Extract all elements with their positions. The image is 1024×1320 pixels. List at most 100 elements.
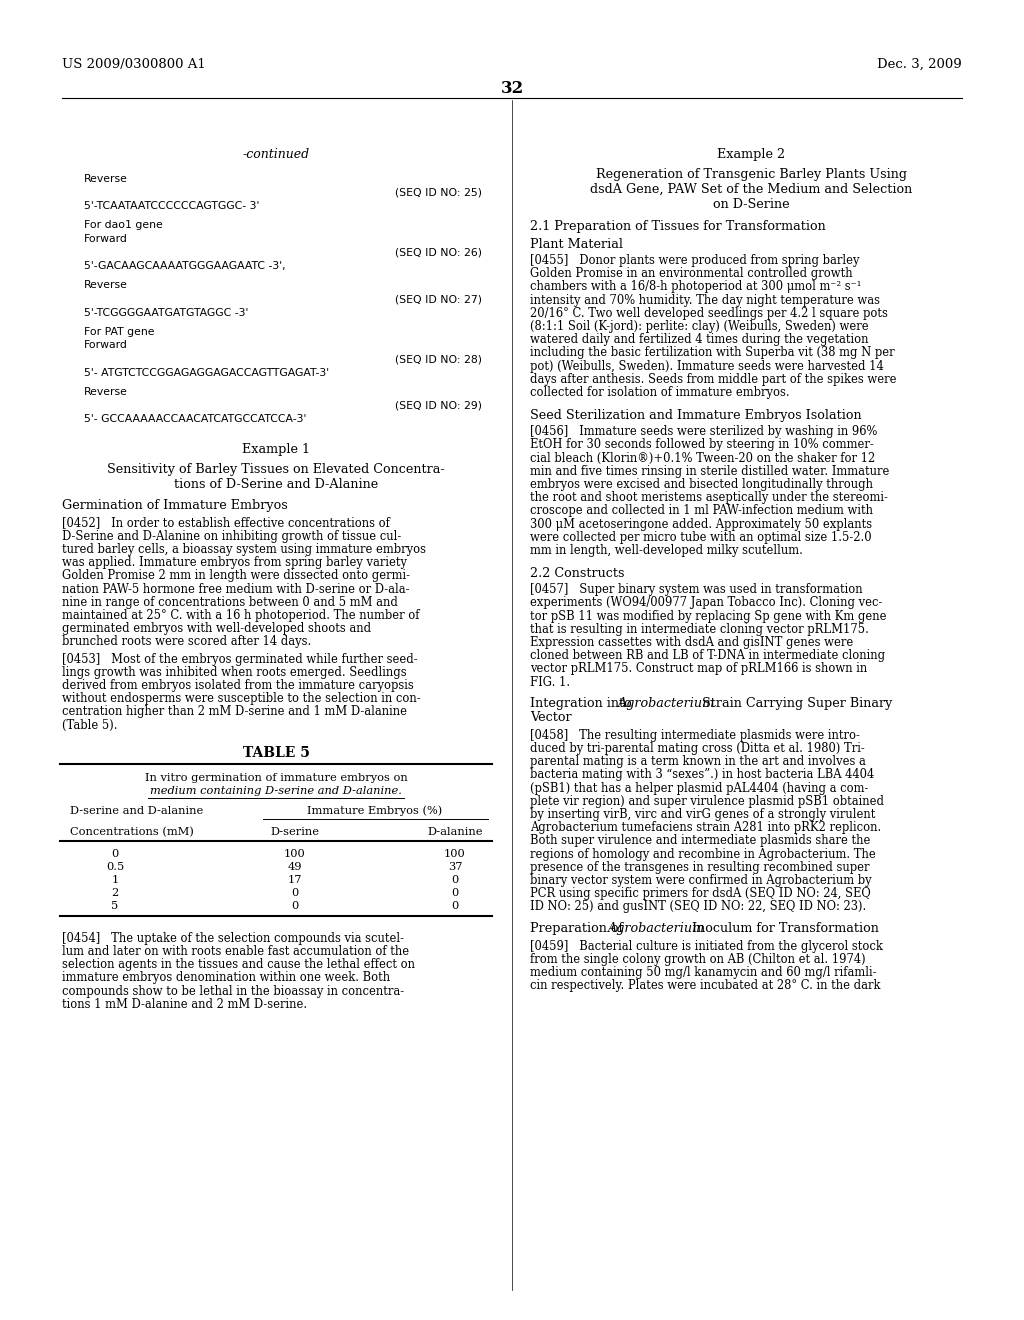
- Text: Agrobacterium: Agrobacterium: [608, 921, 706, 935]
- Text: 0: 0: [292, 900, 299, 911]
- Text: regions of homology and recombine in Agrobacterium. The: regions of homology and recombine in Agr…: [530, 847, 876, 861]
- Text: lings growth was inhibited when roots emerged. Seedlings: lings growth was inhibited when roots em…: [62, 665, 407, 678]
- Text: cloned between RB and LB of T-DNA in intermediate cloning: cloned between RB and LB of T-DNA in int…: [530, 649, 885, 663]
- Text: chambers with a 16/8-h photoperiod at 300 μmol m⁻² s⁻¹: chambers with a 16/8-h photoperiod at 30…: [530, 280, 861, 293]
- Text: experiments (WO94/00977 Japan Tobacco Inc). Cloning vec-: experiments (WO94/00977 Japan Tobacco In…: [530, 597, 883, 610]
- Text: 17: 17: [288, 875, 302, 884]
- Text: cin respectively. Plates were incubated at 28° C. in the dark: cin respectively. Plates were incubated …: [530, 979, 881, 993]
- Text: Agrobacterium tumefaciens strain A281 into pRK2 replicon.: Agrobacterium tumefaciens strain A281 in…: [530, 821, 882, 834]
- Text: vector pRLM175. Construct map of pRLM166 is shown in: vector pRLM175. Construct map of pRLM166…: [530, 663, 867, 676]
- Text: min and five times rinsing in sterile distilled water. Immature: min and five times rinsing in sterile di…: [530, 465, 890, 478]
- Text: Integration into: Integration into: [530, 697, 636, 710]
- Text: ID NO: 25) and gusINT (SEQ ID NO: 22, SEQ ID NO: 23).: ID NO: 25) and gusINT (SEQ ID NO: 22, SE…: [530, 900, 866, 913]
- Text: Concentrations (mM): Concentrations (mM): [70, 826, 194, 837]
- Text: dsdA Gene, PAW Set of the Medium and Selection: dsdA Gene, PAW Set of the Medium and Sel…: [590, 183, 912, 195]
- Text: Seed Sterilization and Immature Embryos Isolation: Seed Sterilization and Immature Embryos …: [530, 409, 861, 422]
- Text: Reverse: Reverse: [84, 387, 128, 397]
- Text: germinated embryos with well-developed shoots and: germinated embryos with well-developed s…: [62, 622, 371, 635]
- Text: that is resulting in intermediate cloning vector pRLM175.: that is resulting in intermediate clonin…: [530, 623, 869, 636]
- Text: (SEQ ID NO: 29): (SEQ ID NO: 29): [395, 400, 482, 411]
- Text: TABLE 5: TABLE 5: [243, 746, 309, 760]
- Text: Immature Embryos (%): Immature Embryos (%): [307, 805, 442, 816]
- Text: including the basic fertilization with Superba vit (38 mg N per: including the basic fertilization with S…: [530, 346, 895, 359]
- Text: [0459]   Bacterial culture is initiated from the glycerol stock: [0459] Bacterial culture is initiated fr…: [530, 940, 883, 953]
- Text: Forward: Forward: [84, 341, 128, 351]
- Text: from the single colony growth on AB (Chilton et al. 1974): from the single colony growth on AB (Chi…: [530, 953, 865, 966]
- Text: Both super virulence and intermediate plasmids share the: Both super virulence and intermediate pl…: [530, 834, 870, 847]
- Text: tions 1 mM D-alanine and 2 mM D-serine.: tions 1 mM D-alanine and 2 mM D-serine.: [62, 998, 307, 1011]
- Text: 0: 0: [292, 888, 299, 898]
- Text: (Table 5).: (Table 5).: [62, 718, 118, 731]
- Text: 5'-GACAAGCAAAATGGGAAGAATC -3',: 5'-GACAAGCAAAATGGGAAGAATC -3',: [84, 261, 286, 271]
- Text: Forward: Forward: [84, 234, 128, 244]
- Text: 49: 49: [288, 862, 302, 871]
- Text: Golden Promise in an environmental controlled growth: Golden Promise in an environmental contr…: [530, 267, 853, 280]
- Text: 20/16° C. Two well developed seedlings per 4.2 l square pots: 20/16° C. Two well developed seedlings p…: [530, 306, 888, 319]
- Text: Inoculum for Transformation: Inoculum for Transformation: [688, 921, 879, 935]
- Text: [0457]   Super binary system was used in transformation: [0457] Super binary system was used in t…: [530, 583, 862, 597]
- Text: 300 μM acetoseringone added. Approximately 50 explants: 300 μM acetoseringone added. Approximate…: [530, 517, 872, 531]
- Text: D-Serine and D-Alanine on inhibiting growth of tissue cul-: D-Serine and D-Alanine on inhibiting gro…: [62, 529, 401, 543]
- Text: D-serine and D-alanine: D-serine and D-alanine: [70, 805, 203, 816]
- Text: [0453]   Most of the embryos germinated while further seed-: [0453] Most of the embryos germinated wh…: [62, 652, 418, 665]
- Text: on D-Serine: on D-Serine: [713, 198, 790, 211]
- Text: without endosperms were susceptible to the selection in con-: without endosperms were susceptible to t…: [62, 692, 421, 705]
- Text: Plant Material: Plant Material: [530, 238, 623, 251]
- Text: medium containing 50 mg/l kanamycin and 60 mg/l rifamli-: medium containing 50 mg/l kanamycin and …: [530, 966, 877, 979]
- Text: Germination of Immature Embryos: Germination of Immature Embryos: [62, 499, 288, 511]
- Text: Golden Promise 2 mm in length were dissected onto germi-: Golden Promise 2 mm in length were disse…: [62, 569, 410, 582]
- Text: [0454]   The uptake of the selection compounds via scutel-: [0454] The uptake of the selection compo…: [62, 932, 404, 945]
- Text: 0: 0: [452, 875, 459, 884]
- Text: 100: 100: [284, 849, 306, 859]
- Text: (SEQ ID NO: 26): (SEQ ID NO: 26): [395, 248, 482, 257]
- Text: 2.2 Constructs: 2.2 Constructs: [530, 568, 625, 581]
- Text: 32: 32: [501, 81, 523, 96]
- Text: croscope and collected in 1 ml PAW-infection medium with: croscope and collected in 1 ml PAW-infec…: [530, 504, 873, 517]
- Text: EtOH for 30 seconds followed by steering in 10% commer-: EtOH for 30 seconds followed by steering…: [530, 438, 873, 451]
- Text: tions of D-Serine and D-Alanine: tions of D-Serine and D-Alanine: [174, 479, 378, 491]
- Text: 37: 37: [447, 862, 462, 871]
- Text: [0455]   Donor plants were produced from spring barley: [0455] Donor plants were produced from s…: [530, 253, 859, 267]
- Text: centration higher than 2 mM D-serine and 1 mM D-alanine: centration higher than 2 mM D-serine and…: [62, 705, 407, 718]
- Text: Example 1: Example 1: [242, 444, 310, 457]
- Text: Reverse: Reverse: [84, 174, 128, 183]
- Text: cial bleach (Klorin®)+0.1% Tween-20 on the shaker for 12: cial bleach (Klorin®)+0.1% Tween-20 on t…: [530, 451, 876, 465]
- Text: by inserting virB, virc and virG genes of a strongly virulent: by inserting virB, virc and virG genes o…: [530, 808, 876, 821]
- Text: FIG. 1.: FIG. 1.: [530, 676, 570, 689]
- Text: 5'- ATGTCTCCGGAGAGGAGACCAGTTGAGAT-3': 5'- ATGTCTCCGGAGAGGAGACCAGTTGAGAT-3': [84, 367, 329, 378]
- Text: Expression cassettes with dsdA and gisINT genes were: Expression cassettes with dsdA and gisIN…: [530, 636, 853, 649]
- Text: Agrobacterium: Agrobacterium: [618, 697, 715, 710]
- Text: 5'-TCGGGGAATGATGTAGGC -3': 5'-TCGGGGAATGATGTAGGC -3': [84, 308, 249, 318]
- Text: Sensitivity of Barley Tissues on Elevated Concentra-: Sensitivity of Barley Tissues on Elevate…: [108, 463, 444, 477]
- Text: was applied. Immature embryos from spring barley variety: was applied. Immature embryos from sprin…: [62, 556, 407, 569]
- Text: 5'-TCAATAATCCCCCCAGTGGC- 3': 5'-TCAATAATCCCCCCAGTGGC- 3': [84, 201, 259, 211]
- Text: [0458]   The resulting intermediate plasmids were intro-: [0458] The resulting intermediate plasmi…: [530, 729, 860, 742]
- Text: (8:1:1 Soil (K-jord): perlite: clay) (Weibulls, Sweden) were: (8:1:1 Soil (K-jord): perlite: clay) (We…: [530, 319, 868, 333]
- Text: binary vector system were confirmed in Agrobacterium by: binary vector system were confirmed in A…: [530, 874, 871, 887]
- Text: 2: 2: [112, 888, 119, 898]
- Text: (SEQ ID NO: 25): (SEQ ID NO: 25): [395, 187, 482, 198]
- Text: For dao1 gene: For dao1 gene: [84, 220, 163, 231]
- Text: embryos were excised and bisected longitudinally through: embryos were excised and bisected longit…: [530, 478, 873, 491]
- Text: compounds show to be lethal in the bioassay in concentra-: compounds show to be lethal in the bioas…: [62, 985, 404, 998]
- Text: 5: 5: [112, 900, 119, 911]
- Text: US 2009/0300800 A1: US 2009/0300800 A1: [62, 58, 206, 71]
- Text: 1: 1: [112, 875, 119, 884]
- Text: Regeneration of Transgenic Barley Plants Using: Regeneration of Transgenic Barley Plants…: [596, 168, 906, 181]
- Text: selection agents in the tissues and cause the lethal effect on: selection agents in the tissues and caus…: [62, 958, 415, 972]
- Text: PCR using specific primers for dsdA (SEQ ID NO: 24, SEQ: PCR using specific primers for dsdA (SEQ…: [530, 887, 870, 900]
- Text: were collected per micro tube with an optimal size 1.5-2.0: were collected per micro tube with an op…: [530, 531, 871, 544]
- Text: 0.5: 0.5: [105, 862, 124, 871]
- Text: [0452]   In order to establish effective concentrations of: [0452] In order to establish effective c…: [62, 516, 390, 529]
- Text: derived from embryos isolated from the immature caryopsis: derived from embryos isolated from the i…: [62, 678, 414, 692]
- Text: duced by tri-parental mating cross (Ditta et al. 1980) Tri-: duced by tri-parental mating cross (Ditt…: [530, 742, 864, 755]
- Text: watered daily and fertilized 4 times during the vegetation: watered daily and fertilized 4 times dur…: [530, 333, 868, 346]
- Text: nine in range of concentrations between 0 and 5 mM and: nine in range of concentrations between …: [62, 595, 398, 609]
- Text: Vector: Vector: [530, 710, 571, 723]
- Text: the root and shoot meristems aseptically under the stereomi-: the root and shoot meristems aseptically…: [530, 491, 888, 504]
- Text: D-alanine: D-alanine: [427, 826, 482, 837]
- Text: D-serine: D-serine: [270, 826, 319, 837]
- Text: Example 2: Example 2: [717, 148, 785, 161]
- Text: parental mating is a term known in the art and involves a: parental mating is a term known in the a…: [530, 755, 866, 768]
- Text: lum and later on with roots enable fast accumulation of the: lum and later on with roots enable fast …: [62, 945, 410, 958]
